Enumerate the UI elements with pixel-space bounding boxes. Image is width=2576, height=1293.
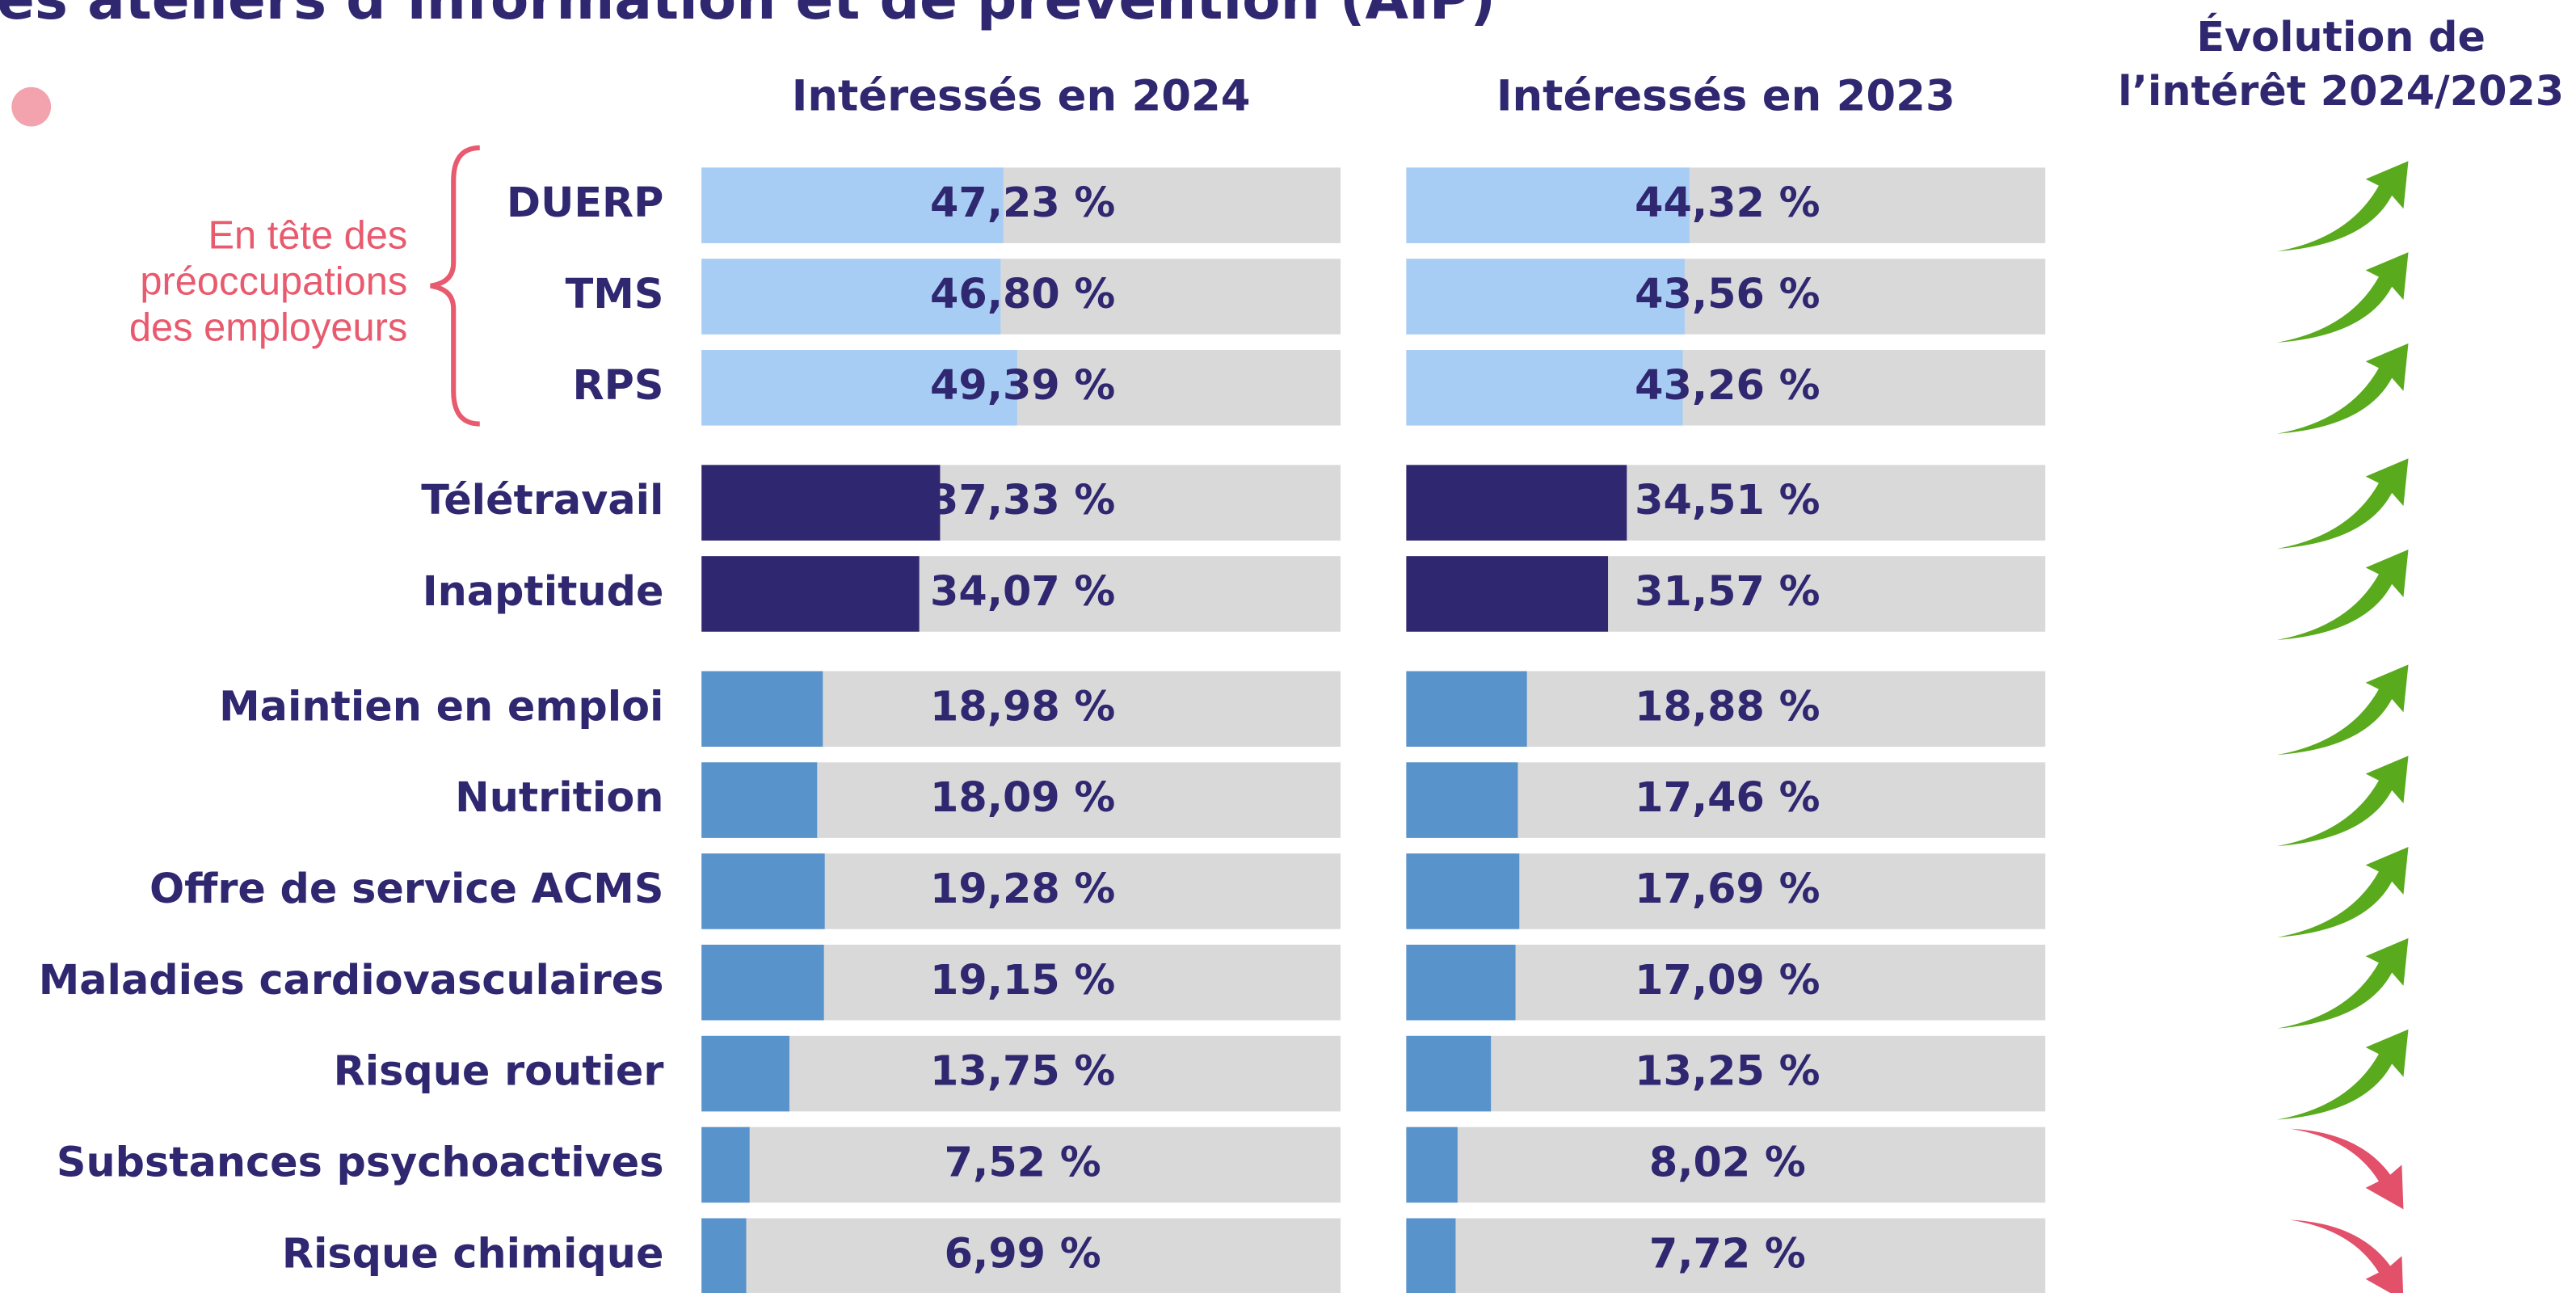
value-label: 31,57 % [1635, 567, 1820, 615]
evolution-header: l’intérêt 2024/2023 [2118, 67, 2564, 115]
bar [701, 944, 824, 1021]
value-label: 44,32 % [1635, 179, 1820, 226]
annotation: En tête des [208, 214, 407, 258]
category-label: Substances psychoactives [57, 1138, 664, 1186]
brace [430, 145, 480, 427]
bar [1406, 1127, 1458, 1203]
category-label: Offre de service ACMS [149, 865, 663, 912]
category-label: Maladies cardiovasculaires [39, 956, 664, 1004]
value-label: 7,72 % [1649, 1229, 1806, 1277]
value-label: 6,99 % [945, 1229, 1101, 1277]
arrow-up [2276, 664, 2409, 756]
bar [1406, 944, 1516, 1021]
evolution-header: Évolution de [2196, 12, 2486, 61]
category-label: RPS [572, 361, 663, 409]
value-label: 17,09 % [1635, 956, 1820, 1004]
annotation: préoccupations [140, 260, 407, 304]
arrow-down [2290, 1128, 2404, 1210]
value-label: 43,26 % [1635, 361, 1820, 409]
bar [701, 465, 941, 541]
bar [701, 853, 825, 929]
chart-title: es ateliers d’information et de préventi… [0, 0, 1496, 32]
value-label: 34,07 % [930, 567, 1115, 615]
value-label: 34,51 % [1635, 476, 1820, 524]
bar-track [701, 1218, 1341, 1293]
value-label: 43,56 % [1635, 270, 1820, 318]
series-header: Intéressés en 2023 [1496, 72, 1955, 121]
bar [1406, 167, 1690, 243]
value-label: 47,23 % [930, 179, 1115, 226]
arrow-up [2276, 343, 2409, 434]
bar [1406, 671, 1527, 748]
arrow-up [2276, 550, 2409, 640]
value-label: 37,33 % [930, 476, 1115, 524]
arrow-up [2276, 1029, 2409, 1120]
category-label: TMS [566, 270, 664, 318]
bar [1406, 350, 1683, 426]
bar [701, 762, 818, 838]
value-label: 49,39 % [930, 361, 1115, 409]
category-label: Inaptitude [423, 567, 664, 615]
bar [1406, 1035, 1492, 1112]
arrow-up [2276, 161, 2409, 252]
value-label: 19,15 % [930, 956, 1115, 1004]
dot [11, 86, 52, 127]
series-header: Intéressés en 2024 [792, 72, 1251, 121]
bar [701, 1218, 747, 1293]
bar [701, 671, 823, 748]
bar [1406, 556, 1609, 632]
bar [1406, 762, 1518, 838]
arrow-up [2276, 937, 2409, 1029]
bar [701, 1127, 750, 1203]
value-label: 13,75 % [930, 1047, 1115, 1095]
arrow-up [2276, 847, 2409, 937]
category-label: Risque routier [334, 1047, 664, 1095]
bar [1406, 1218, 1456, 1293]
category-label: Maintien en emploi [219, 682, 663, 730]
category-label: DUERP [507, 179, 664, 226]
bar-track [701, 1127, 1341, 1203]
category-label: Nutrition [455, 773, 663, 821]
category-label: Télétravail [421, 476, 663, 524]
value-label: 17,46 % [1635, 773, 1820, 821]
bar [701, 1035, 789, 1112]
bar [1406, 259, 1685, 335]
value-label: 17,69 % [1635, 865, 1820, 912]
value-label: 18,98 % [930, 682, 1115, 730]
arrow-up [2276, 458, 2409, 550]
bar [701, 350, 1017, 426]
bar [701, 259, 1001, 335]
bar-track [701, 1035, 1341, 1112]
value-label: 46,80 % [930, 270, 1115, 318]
arrow-down [2290, 1219, 2404, 1293]
bar-track [1406, 1127, 2046, 1203]
bar [1406, 853, 1520, 929]
value-label: 8,02 % [1649, 1138, 1806, 1186]
bar-track [1406, 1218, 2046, 1293]
bar [701, 167, 1004, 243]
value-label: 19,28 % [930, 865, 1115, 912]
bar-track [1406, 1035, 2046, 1112]
value-label: 18,88 % [1635, 682, 1820, 730]
bar [1406, 465, 1627, 541]
arrow-up [2276, 252, 2409, 343]
value-label: 7,52 % [945, 1138, 1101, 1186]
value-label: 13,25 % [1635, 1047, 1820, 1095]
bar [701, 556, 920, 632]
category-label: Risque chimique [282, 1229, 664, 1277]
arrow-up [2276, 756, 2409, 847]
annotation: des employeurs [129, 306, 407, 350]
value-label: 18,09 % [930, 773, 1115, 821]
